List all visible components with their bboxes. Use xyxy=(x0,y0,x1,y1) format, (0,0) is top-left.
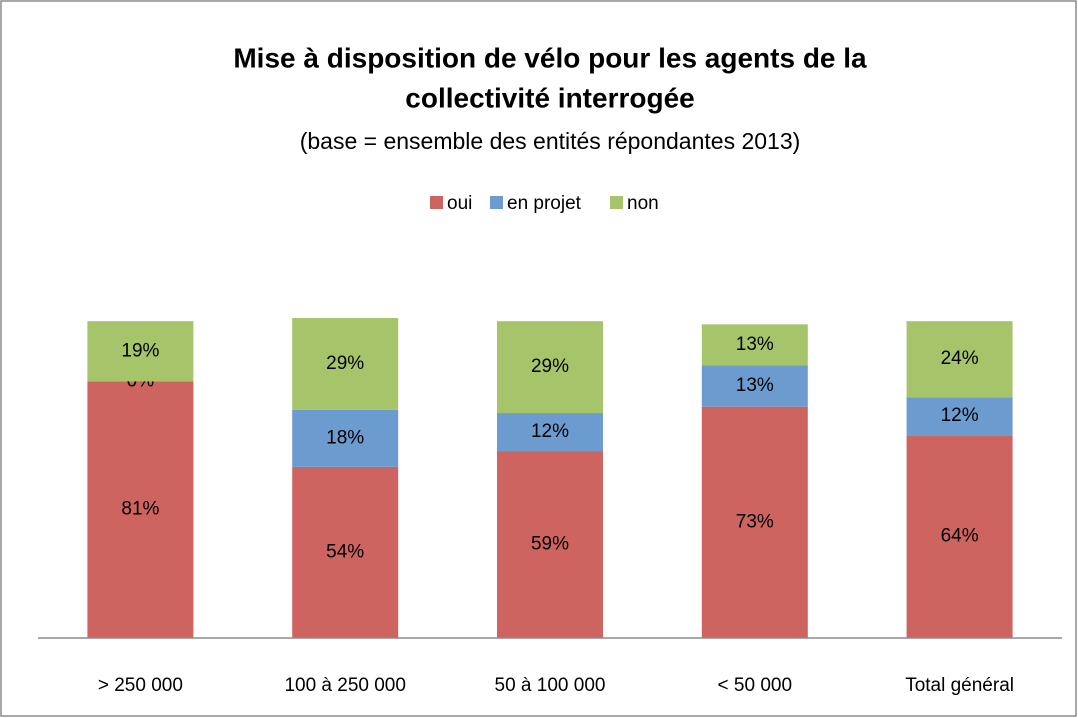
data-label: 81% xyxy=(121,499,159,520)
x-tick-label: Total général xyxy=(905,675,1014,696)
bar-segment xyxy=(292,409,399,467)
x-tick-label: > 250 000 xyxy=(98,675,183,696)
data-label: 54% xyxy=(326,541,364,562)
data-label: 12% xyxy=(941,405,979,426)
data-label: 18% xyxy=(326,427,364,448)
bar-segment xyxy=(87,381,194,638)
data-label: 29% xyxy=(326,353,364,374)
bar-segment xyxy=(701,324,808,366)
bar-segment xyxy=(701,406,808,638)
bar-segment xyxy=(497,413,603,452)
bar-segment xyxy=(292,466,399,638)
data-label: 24% xyxy=(941,348,979,369)
legend-swatch xyxy=(430,196,443,209)
chart-title: collectivité interrogée xyxy=(405,82,694,113)
legend-swatch xyxy=(490,196,503,209)
bar-segment xyxy=(906,321,1013,398)
legend-label: en projet xyxy=(507,193,582,214)
bar-segment xyxy=(292,318,399,410)
data-label: 12% xyxy=(531,421,569,442)
data-label: 13% xyxy=(736,375,774,396)
legend-label: non xyxy=(627,193,659,214)
bar-segment xyxy=(497,451,603,638)
data-label: 73% xyxy=(736,511,774,532)
bar-segment xyxy=(87,321,194,382)
data-label: 29% xyxy=(531,356,569,377)
chart-subtitle: (base = ensemble des entités répondantes… xyxy=(300,128,801,154)
x-tick-label: 50 à 100 000 xyxy=(495,675,606,696)
bar-segment xyxy=(701,365,808,407)
data-label: 64% xyxy=(941,526,979,547)
data-label: 13% xyxy=(736,334,774,355)
bar-segment xyxy=(906,397,1013,436)
legend-swatch xyxy=(610,196,623,209)
x-tick-label: 100 à 250 000 xyxy=(284,675,406,696)
data-label: 19% xyxy=(121,340,159,361)
legend-label: oui xyxy=(447,193,472,214)
x-tick-label: < 50 000 xyxy=(718,675,793,696)
bar-segment xyxy=(497,321,603,414)
chart-title: Mise à disposition de vélo pour les agen… xyxy=(233,42,867,73)
bar-segment xyxy=(906,435,1013,638)
data-label: 59% xyxy=(531,534,569,555)
